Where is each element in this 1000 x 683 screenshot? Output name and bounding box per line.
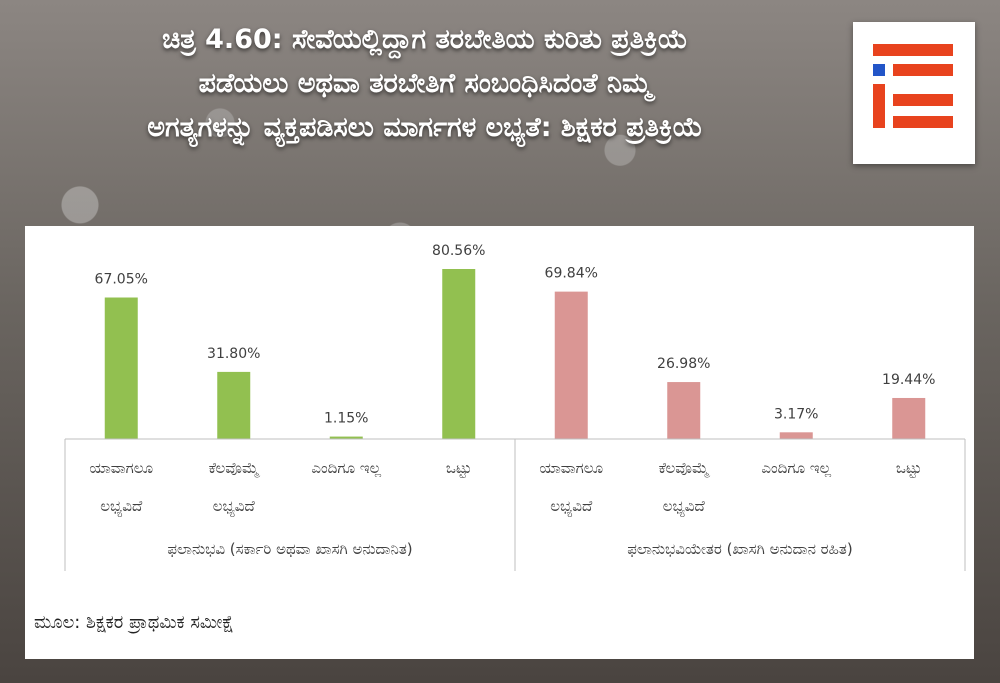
data-label-g1-3: 19.44% — [882, 372, 935, 388]
category-label-line2-g1-0: ಲಭ್ಯವಿದೆ — [550, 497, 592, 517]
ie-logo-icon — [853, 22, 975, 164]
category-label-g1-2: ಎಂದಿಗೂ ಇಲ್ಲ — [761, 459, 831, 477]
bar-g0-2 — [329, 436, 363, 439]
data-label-g1-2: 3.17% — [774, 406, 818, 422]
bar-g0-1 — [217, 371, 251, 439]
category-label-g1-3: ಒಟ್ಟು — [896, 459, 922, 477]
data-label-g1-0: 69.84% — [545, 266, 598, 282]
title-line-2: ಪಡೆಯಲು ಅಥವಾ ತರಬೇತಿಗೆ ಸಂಬಂಧಿಸಿದಂತೆ ನಿಮ್ಮ — [198, 68, 652, 99]
category-label-g1-0: ಯಾವಾಗಲೂ — [539, 459, 603, 477]
data-label-g0-1: 31.80% — [207, 346, 260, 362]
category-label-g0-1: ಕೆಲವೊಮ್ಮೆ — [209, 459, 261, 478]
category-label-g0-0: ಯಾವಾಗಲೂ — [89, 459, 153, 477]
bar-g0-3 — [442, 269, 476, 439]
category-label-g0-2: ಎಂದಿಗೂ ಇಲ್ಲ — [311, 459, 381, 477]
category-label-g1-1: ಕೆಲವೊಮ್ಮೆ — [659, 459, 711, 478]
group-label-0: ಫಲಾನುಭವಿ (ಸರ್ಕಾರಿ ಅಥವಾ ಖಾಸಗಿ ಅನುದಾನಿತ) — [167, 540, 412, 558]
bar-g1-2 — [779, 432, 813, 439]
bar-chart: 67.05% ಯಾವಾಗಲೂ ಲಭ್ಯವಿದೆ 31.80% ಕೆಲವೊಮ್ಮೆ ಲಭ್ಯ… — [64, 243, 966, 571]
category-label-line2-g0-1: ಲಭ್ಯವಿದೆ — [213, 497, 255, 517]
bar-g1-0 — [554, 291, 588, 439]
bar-g1-1 — [667, 382, 701, 439]
source-note: ಮೂಲ: ಶಿಕ್ಷಕರ ಪ್ರಾಥಮಿಕ ಸಮೀಕ್ಷೆ — [34, 612, 234, 633]
chart-title: ಚಿತ್ರ 4.60: ಸೇವೆಯಲ್ಲಿದ್ದಾಗ ತರಬೇತಿಯ ಕುರಿತ… — [10, 18, 840, 150]
title-line-1: ಚಿತ್ರ 4.60: ಸೇವೆಯಲ್ಲಿದ್ದಾಗ ತರಬೇತಿಯ ಕುರಿತ… — [162, 24, 688, 55]
bar-g0-0 — [104, 297, 138, 439]
data-label-g0-2: 1.15% — [324, 411, 368, 427]
category-label-line2-g1-1: ಲಭ್ಯವಿದೆ — [663, 497, 705, 517]
data-label-g0-0: 67.05% — [95, 272, 148, 288]
data-label-g0-3: 80.56% — [432, 243, 485, 259]
group-label-1: ಫಲಾನುಭವಿಯೇತರ (ಖಾಸಗಿ ಅನುದಾನ ರಹಿತ) — [627, 540, 852, 558]
title-line-3: ಅಗತ್ಯಗಳನ್ನು ವ್ಯಕ್ತಪಡಿಸಲು ಮಾರ್ಗಗಳ ಲಭ್ಯತೆ:… — [147, 112, 703, 143]
category-label-g0-3: ಒಟ್ಟು — [446, 459, 472, 477]
bar-g1-3 — [892, 397, 926, 439]
category-label-line2-g0-0: ಲಭ್ಯವಿದೆ — [100, 497, 142, 517]
data-label-g1-1: 26.98% — [657, 356, 710, 372]
chart-panel: 67.05% ಯಾವಾಗಲೂ ಲಭ್ಯವಿದೆ 31.80% ಕೆಲವೊಮ್ಮೆ ಲಭ್ಯ… — [25, 226, 974, 659]
